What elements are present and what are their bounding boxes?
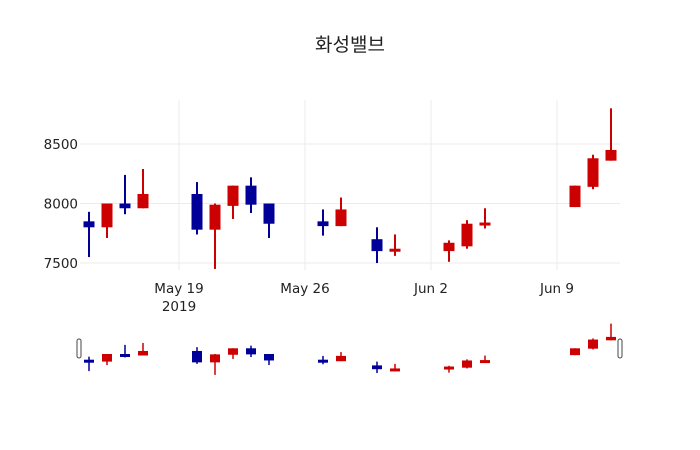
gridlines	[80, 100, 620, 270]
candle[interactable]	[443, 240, 455, 262]
x-tick-year: 2019	[162, 299, 196, 315]
candle[interactable]	[605, 108, 617, 161]
candle[interactable]	[588, 338, 598, 350]
range-slider-left-handle[interactable]	[76, 338, 82, 359]
y-tick-label: 8000	[44, 197, 78, 213]
candle[interactable]	[137, 168, 149, 209]
candle[interactable]	[191, 182, 203, 235]
candle[interactable]	[228, 348, 238, 359]
candle[interactable]	[570, 348, 580, 356]
candle[interactable]	[461, 220, 473, 249]
candle[interactable]	[227, 185, 239, 219]
x-tick-label: May 26	[280, 281, 329, 297]
y-axis: 7500 8000 8500	[44, 137, 78, 272]
candle[interactable]	[336, 352, 346, 362]
candle[interactable]	[480, 355, 490, 364]
candles-main[interactable]	[83, 108, 617, 269]
candle[interactable]	[84, 356, 94, 372]
candle[interactable]	[390, 363, 400, 372]
candle[interactable]	[318, 355, 328, 365]
candle[interactable]	[119, 174, 131, 215]
candle[interactable]	[120, 344, 130, 358]
candle[interactable]	[210, 354, 220, 375]
candle[interactable]	[209, 203, 221, 269]
candle[interactable]	[101, 203, 113, 239]
candle[interactable]	[245, 177, 257, 214]
candle[interactable]	[317, 209, 329, 236]
candle[interactable]	[479, 208, 491, 229]
candle[interactable]	[263, 203, 275, 239]
candle[interactable]	[246, 345, 256, 358]
candle[interactable]	[335, 197, 347, 227]
candle[interactable]	[372, 361, 382, 373]
range-slider-right-handle[interactable]	[617, 338, 623, 359]
candle[interactable]	[138, 342, 148, 356]
candle[interactable]	[569, 185, 581, 208]
range-slider[interactable]	[76, 323, 623, 375]
candle[interactable]	[102, 354, 112, 366]
x-axis: May 19 2019 May 26 Jun 2 Jun 9	[154, 281, 574, 315]
y-tick-label: 8500	[44, 137, 78, 153]
candle[interactable]	[606, 323, 616, 341]
x-tick-label: Jun 9	[539, 281, 574, 297]
x-tick-label: May 19	[154, 281, 203, 297]
candle[interactable]	[83, 211, 95, 258]
candle[interactable]	[192, 347, 202, 364]
candle[interactable]	[444, 365, 454, 373]
candle[interactable]	[462, 359, 472, 369]
candle[interactable]	[371, 227, 383, 263]
chart-title: 화성밸브	[315, 34, 385, 56]
y-tick-label: 7500	[44, 256, 78, 272]
candle[interactable]	[389, 234, 401, 256]
candle[interactable]	[587, 154, 599, 190]
x-tick-label: Jun 2	[413, 281, 448, 297]
candle[interactable]	[264, 354, 274, 366]
